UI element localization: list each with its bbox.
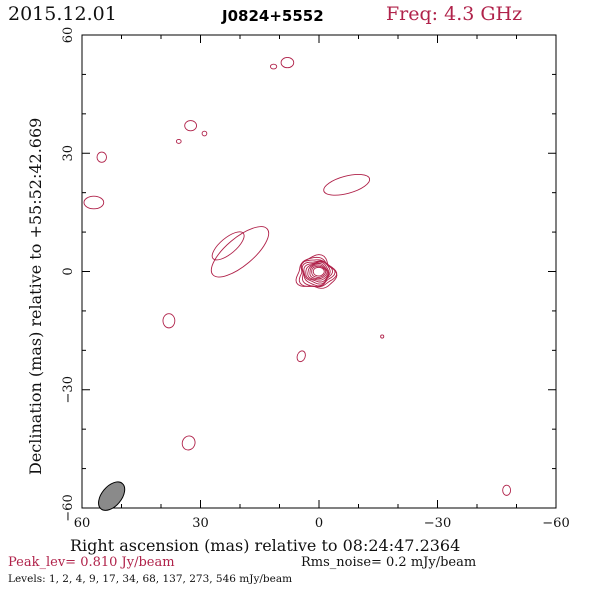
core-contour (311, 265, 327, 278)
y-tick-label: 0 (61, 267, 76, 275)
component-contour (380, 334, 385, 339)
component-contour (280, 57, 295, 69)
x-tick-label: 30 (192, 516, 209, 531)
tick-marks (81, 34, 557, 509)
component-contour (162, 313, 176, 329)
component-contour (502, 484, 512, 496)
component-contour (96, 151, 107, 163)
source-name: J0824+5552 (221, 7, 324, 25)
core-contour (307, 262, 329, 281)
x-tick-label: −60 (542, 516, 569, 531)
core-contour (298, 256, 338, 288)
component-contour (323, 173, 371, 196)
y-tick-labels: −60 −30 0 30 60 (61, 27, 76, 522)
core-contour (312, 266, 325, 277)
component-contour (269, 63, 278, 70)
x-tick-label: 0 (315, 516, 323, 531)
beam-ellipse (98, 481, 126, 511)
y-axis-label: Declination (mas) relative to +55:52:42.… (26, 118, 45, 475)
x-axis-label: Right ascension (mas) relative to 08:24:… (70, 536, 460, 555)
rms-noise: Rms_noise= 0.2 mJy/beam (301, 555, 476, 570)
frequency-label: Freq: 4.3 GHz (386, 3, 522, 25)
component-contour (181, 435, 196, 451)
core-contour (309, 264, 328, 280)
x-tick-label: 60 (74, 516, 91, 531)
component-contour (83, 195, 105, 210)
component-contour (296, 350, 306, 363)
component-contour (210, 226, 270, 278)
core-contour (295, 254, 338, 289)
core-contour (303, 260, 331, 285)
contour-levels: Levels: 1, 2, 4, 9, 17, 34, 68, 137, 273… (8, 573, 292, 585)
plot-frame (81, 34, 557, 509)
y-tick-label: −30 (61, 376, 76, 403)
y-tick-label: −60 (61, 494, 76, 521)
y-tick-label: 30 (61, 145, 76, 162)
y-tick-label: 60 (61, 27, 76, 44)
component-contour (201, 130, 208, 137)
component-contour (175, 139, 182, 144)
component-contour (184, 120, 197, 132)
peak-level: Peak_lev= 0.810 Jy/beam (8, 555, 175, 570)
component-contour (211, 231, 245, 261)
core-contour (305, 261, 330, 283)
x-tick-label: −30 (424, 516, 451, 531)
observation-date: 2015.12.01 (8, 3, 117, 25)
contour-layer (83, 57, 512, 511)
x-tick-labels: 60 30 0 −30 −60 (74, 516, 570, 531)
